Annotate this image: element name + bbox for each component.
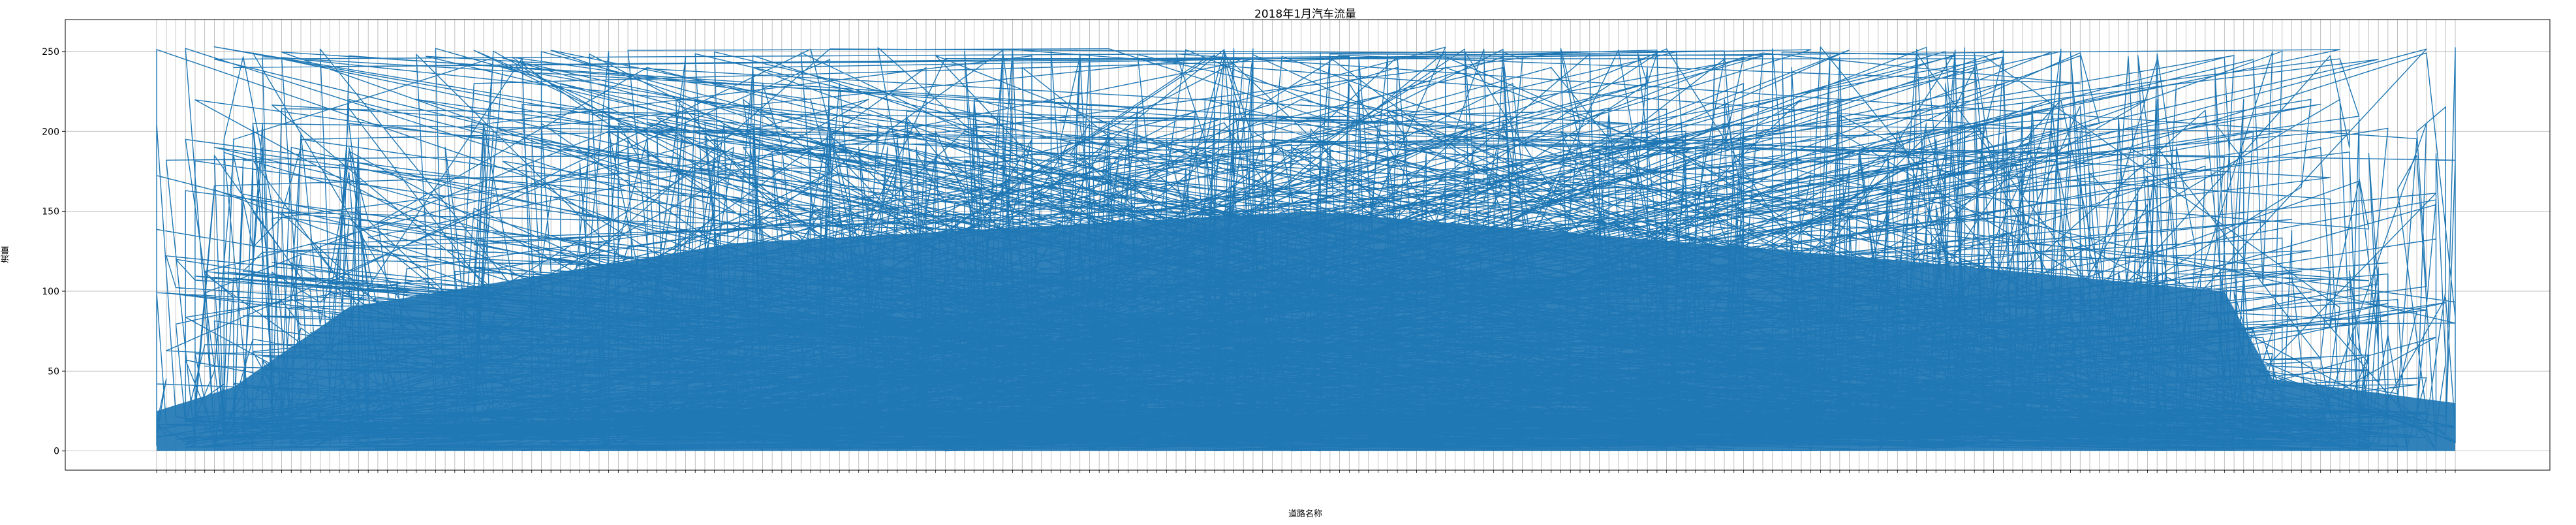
y-tick-label: 100 — [42, 287, 59, 297]
axes-layer — [65, 19, 2551, 471]
y-tick-label: 50 — [48, 366, 59, 377]
y-tick-label: 200 — [42, 127, 59, 137]
series-dense-area — [157, 211, 2455, 451]
y-tick-label: 250 — [42, 47, 59, 57]
x-axis-label: 道路名称 — [1288, 509, 1322, 519]
ticks-layer: 0 50 100 150 200 250 — [42, 47, 2456, 473]
series-layer — [156, 46, 2456, 452]
chart-title: 2018年1月汽车流量 — [1254, 8, 1357, 21]
axes-frame — [65, 19, 2551, 471]
y-tick-label: 0 — [54, 447, 59, 457]
y-tick-label: 150 — [42, 207, 59, 217]
